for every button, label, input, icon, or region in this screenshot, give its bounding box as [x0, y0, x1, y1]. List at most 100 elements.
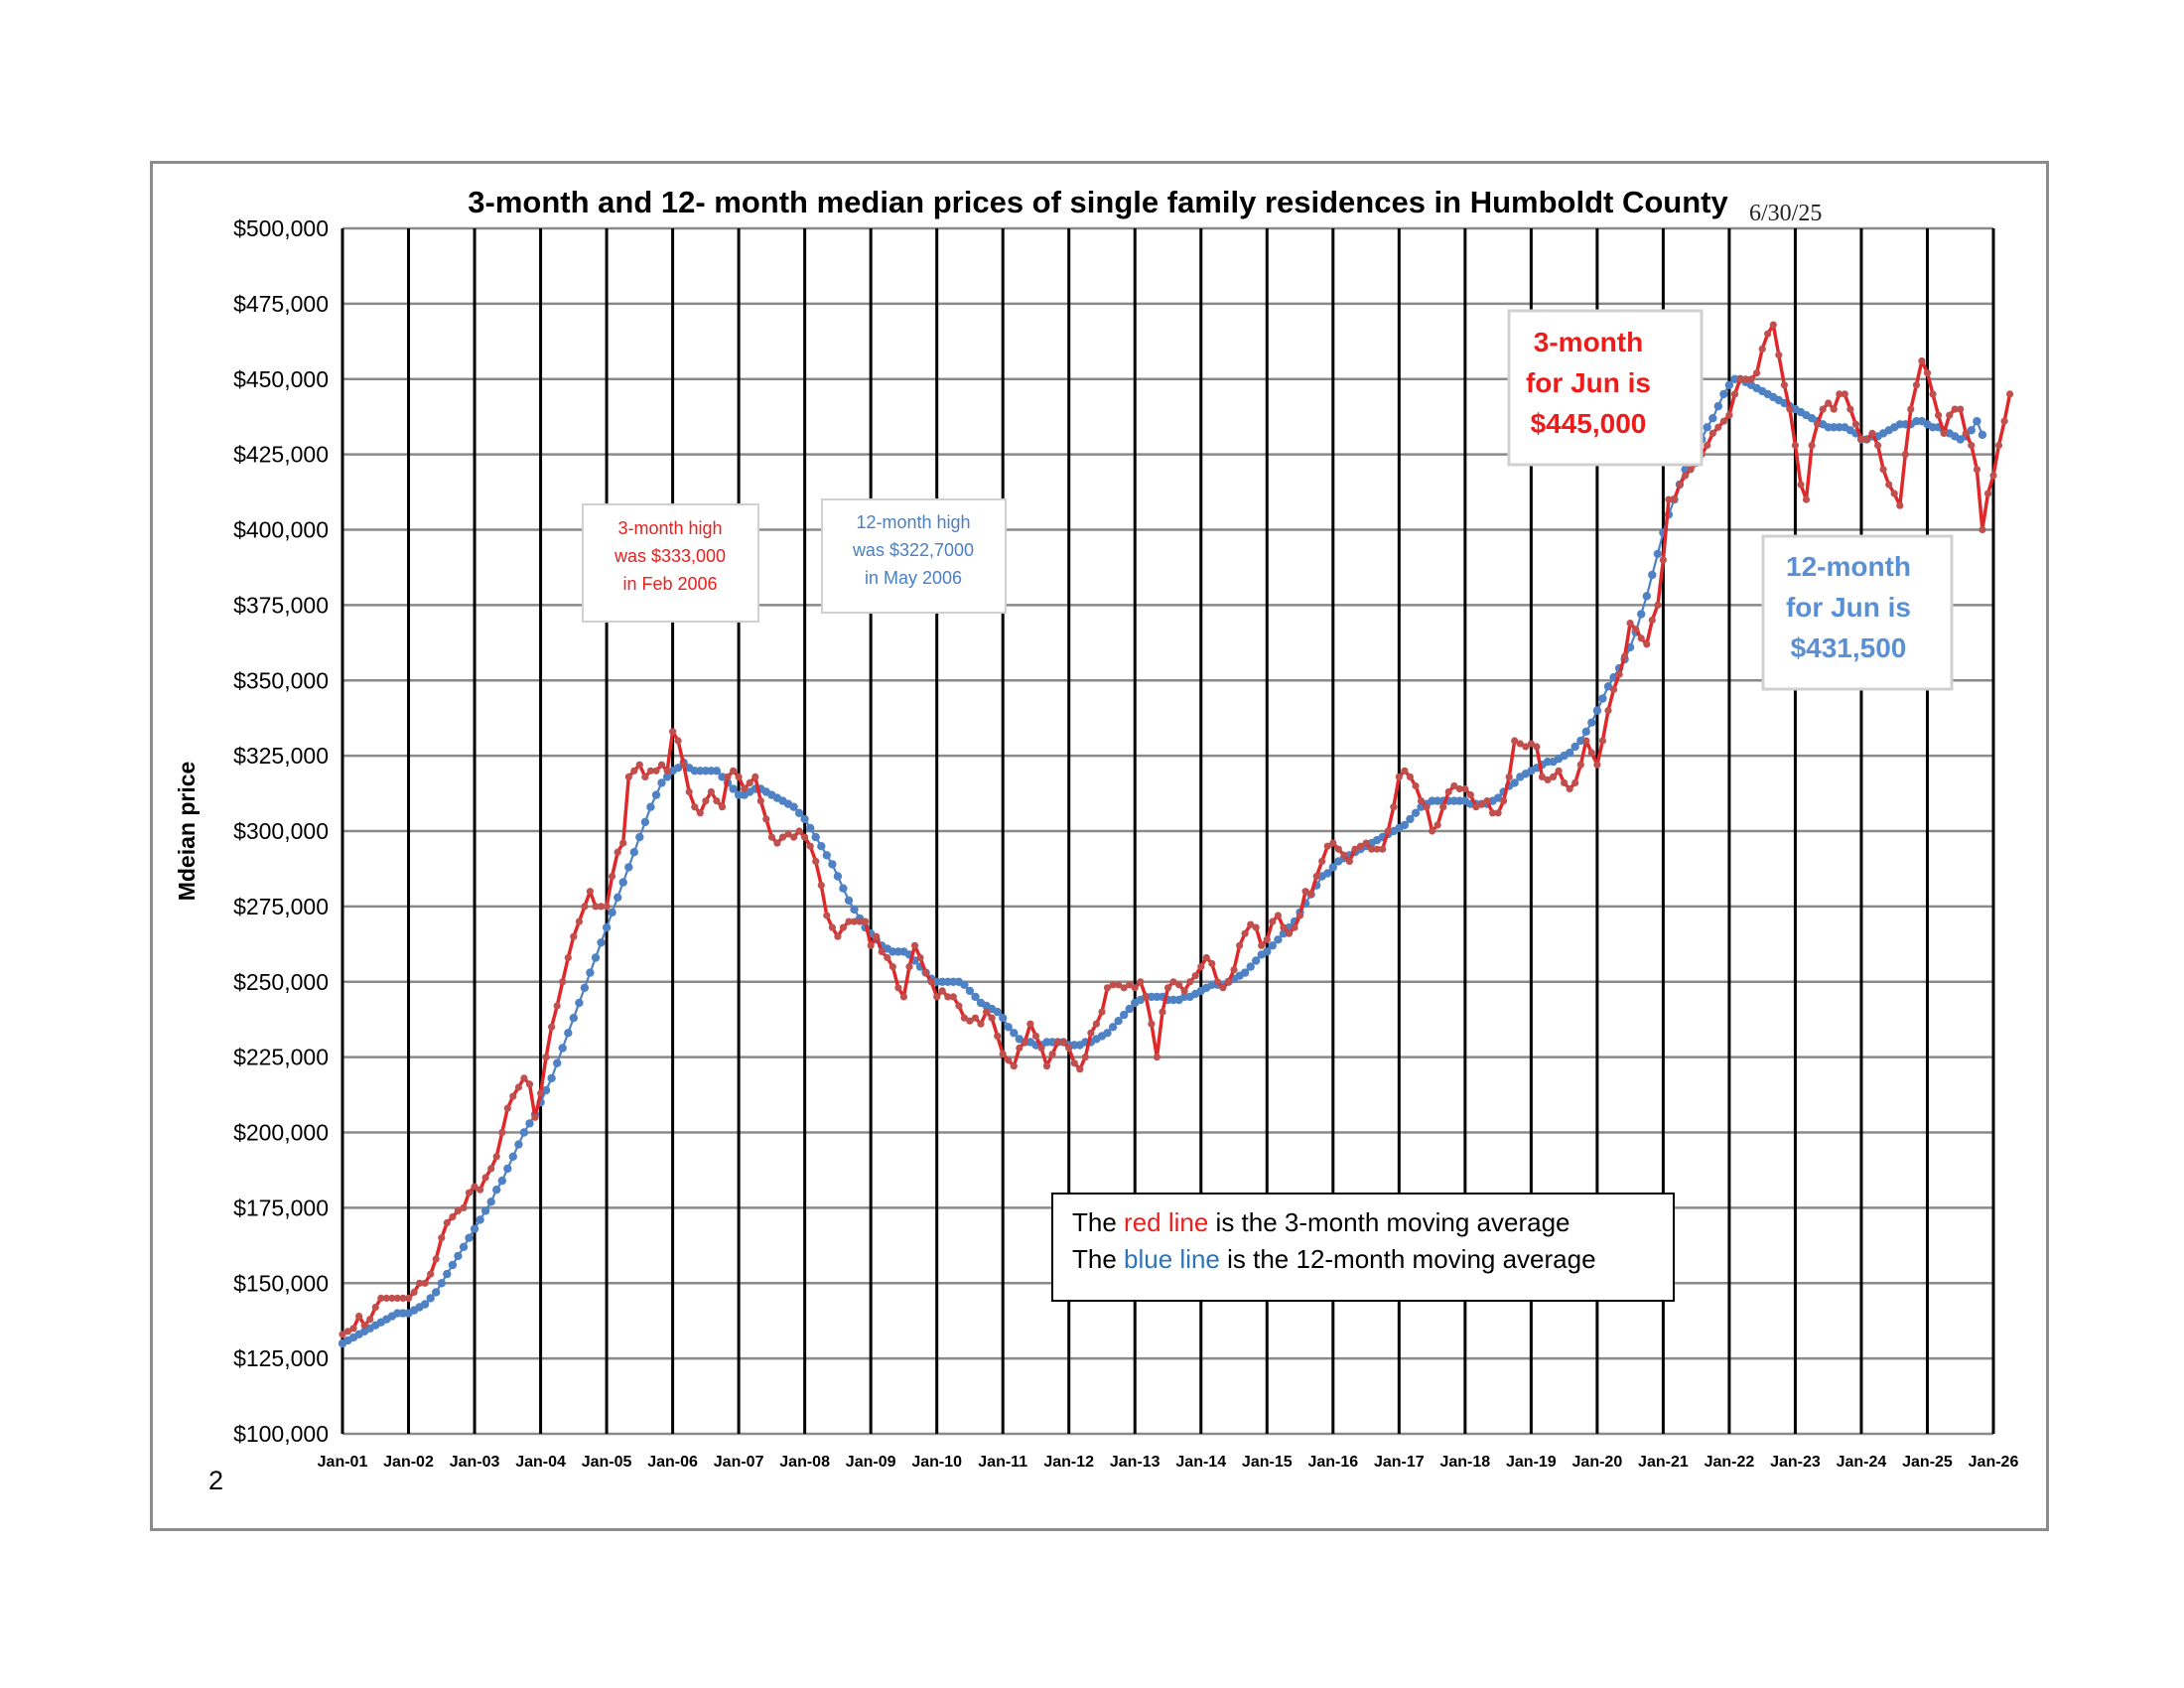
red-data-point — [927, 978, 935, 986]
blue-data-point — [1570, 742, 1579, 752]
blue-data-point — [1581, 727, 1591, 736]
red-data-point — [1957, 405, 1965, 413]
red-data-point — [1296, 912, 1304, 919]
red-data-point — [1059, 1038, 1067, 1047]
red-data-point — [756, 797, 764, 805]
red-data-point — [1593, 761, 1601, 769]
blue-data-point — [1648, 570, 1657, 580]
red-data-point — [1042, 1062, 1051, 1070]
red-data-point — [1862, 435, 1871, 444]
red-data-point — [609, 872, 616, 881]
y-tick-label: $300,000 — [233, 818, 329, 844]
red-data-point — [778, 833, 787, 841]
red-data-point — [894, 984, 902, 992]
red-data-point — [1582, 737, 1590, 745]
red-data-point — [1841, 390, 1848, 398]
red-data-point — [999, 1051, 1007, 1058]
red-data-point — [477, 1186, 484, 1194]
red-data-point — [1081, 1054, 1089, 1061]
blue-data-point — [965, 986, 975, 996]
red-data-point — [603, 903, 611, 911]
red-data-point — [944, 993, 952, 1001]
red-data-point — [460, 1203, 468, 1211]
red-data-point — [674, 737, 682, 745]
red-data-point — [1665, 495, 1673, 503]
blue-data-point — [1598, 694, 1607, 703]
red-data-point — [1687, 466, 1695, 474]
blue-data-point — [1576, 736, 1585, 746]
blue-data-point — [602, 922, 612, 932]
red-data-point — [1092, 1020, 1100, 1028]
red-data-point — [1544, 775, 1552, 784]
red-data-point — [707, 787, 716, 796]
blue-data-point — [789, 802, 798, 811]
red-data-point — [553, 1002, 561, 1010]
red-data-point — [1659, 556, 1667, 564]
red-data-point — [828, 923, 837, 931]
red-data-point — [949, 993, 957, 1001]
red-data-point — [1103, 984, 1112, 992]
red-data-point — [581, 903, 589, 911]
red-data-point — [983, 1008, 991, 1016]
red-data-point — [1632, 626, 1640, 633]
red-data-point — [1994, 441, 2003, 450]
blue-data-point — [514, 1140, 523, 1149]
red-data-point — [1918, 356, 1926, 365]
red-data-point — [1197, 963, 1205, 971]
blue-data-point — [1274, 935, 1283, 944]
x-tick-label: Jan-10 — [911, 1454, 962, 1471]
red-data-point — [559, 978, 567, 986]
blue-data-point — [497, 1176, 506, 1186]
red-data-point — [366, 1316, 374, 1324]
red-data-point — [1213, 978, 1221, 986]
red-data-point — [1741, 375, 1750, 383]
x-tick-label: Jan-08 — [779, 1454, 830, 1471]
blue-data-point — [432, 1288, 441, 1297]
red-data-point — [1775, 351, 1783, 359]
blue-data-point — [618, 878, 627, 887]
red-data-point — [564, 953, 572, 962]
blue-data-point — [1973, 417, 1981, 426]
red-data-point — [801, 833, 809, 841]
blue-data-point — [1587, 718, 1596, 727]
red-data-point — [1466, 791, 1474, 799]
x-tick-label: Jan-20 — [1572, 1454, 1623, 1471]
red-data-point — [657, 761, 666, 769]
red-data-point — [1802, 495, 1811, 503]
red-data-point — [966, 1017, 974, 1025]
blue-high-note-box — [821, 498, 1007, 614]
red-data-point — [1186, 978, 1194, 986]
red-data-point — [1252, 923, 1260, 931]
blue-high-note-line2: was $322,7000 — [852, 540, 974, 560]
red-data-point — [1555, 767, 1563, 774]
red-data-point — [1682, 472, 1690, 480]
red-data-point — [427, 1270, 435, 1278]
y-tick-label: $100,000 — [233, 1421, 329, 1447]
x-tick-label: Jan-25 — [1902, 1454, 1953, 1471]
red-data-point — [905, 963, 913, 971]
red-data-point — [592, 903, 600, 911]
red-data-point — [1758, 345, 1766, 352]
red-data-point — [1241, 929, 1249, 937]
red-data-point — [784, 830, 792, 838]
red-data-point — [371, 1303, 379, 1312]
red-data-point — [343, 1328, 352, 1336]
red-data-point — [471, 1183, 478, 1191]
red-data-point — [1561, 778, 1569, 787]
red-high-note-line3: in Feb 2006 — [622, 574, 717, 594]
x-tick-label: Jan-09 — [846, 1454, 896, 1471]
blue-data-point — [1708, 414, 1717, 423]
blue-current-note-line2: for Jun is — [1786, 592, 1911, 623]
red-data-point — [509, 1092, 517, 1100]
blue-data-point — [993, 1007, 1002, 1017]
red-data-point — [1318, 857, 1326, 866]
blue-data-point — [1978, 430, 1987, 440]
red-data-point — [1236, 941, 1244, 949]
red-data-point — [845, 917, 853, 925]
blue-data-point — [569, 1013, 578, 1023]
blue-data-point — [999, 1013, 1008, 1023]
red-data-point — [449, 1212, 457, 1221]
red-data-point — [680, 761, 688, 769]
red-data-point — [339, 1331, 346, 1338]
red-data-point — [1654, 601, 1662, 610]
